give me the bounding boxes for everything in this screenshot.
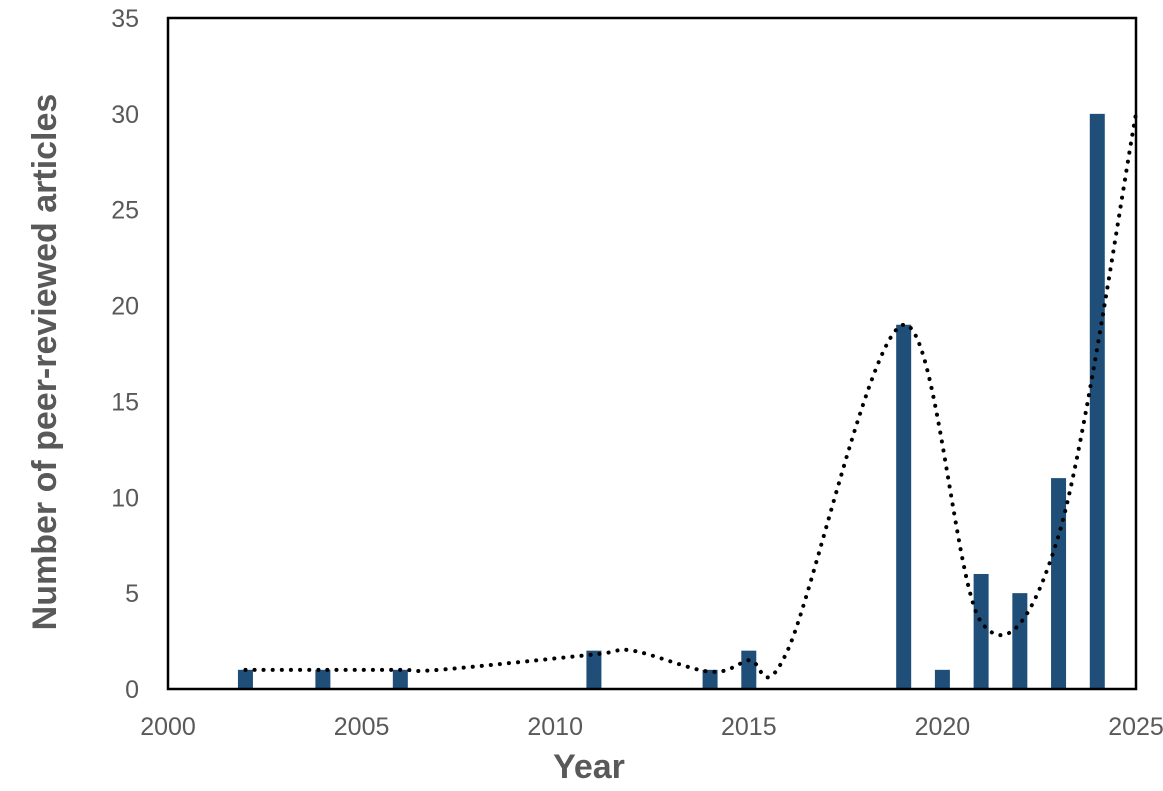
trendline-path <box>243 111 1138 680</box>
x-tick-label: 2010 <box>527 713 583 741</box>
bar-2020 <box>934 669 950 689</box>
x-tick-label: 2005 <box>334 713 390 741</box>
bar-2015 <box>741 650 757 689</box>
x-tick-label: 2020 <box>915 713 971 741</box>
y-axis-tick-labels: 0 5 10 15 20 25 30 35 <box>111 5 139 704</box>
bar-2011 <box>586 650 602 689</box>
y-tick-label: 35 <box>111 5 139 33</box>
trendline <box>243 111 1138 680</box>
y-tick-label: 0 <box>125 676 139 704</box>
x-axis-title: Year <box>553 748 625 786</box>
bar-2004 <box>315 669 331 689</box>
x-tick-label: 2025 <box>1108 713 1163 741</box>
bar-2019 <box>896 324 912 689</box>
y-tick-label: 10 <box>111 484 139 512</box>
y-tick-label: 25 <box>111 197 139 225</box>
bar-series <box>237 113 1105 690</box>
x-tick-label: 2015 <box>721 713 777 741</box>
x-tick-label: 2000 <box>140 713 196 741</box>
bar-2022 <box>1012 593 1028 689</box>
bar-2014 <box>702 669 718 689</box>
plot-area-frame <box>166 16 1138 691</box>
y-axis-title: Number of peer-reviewed articles <box>26 94 64 631</box>
y-tick-label: 30 <box>111 101 139 129</box>
y-tick-label: 20 <box>111 293 139 321</box>
y-tick-label: 15 <box>111 388 139 416</box>
bar-2006 <box>392 669 408 689</box>
y-tick-label: 5 <box>125 580 139 608</box>
x-axis-tick-labels: 2000 2005 2010 2015 2020 2025 <box>140 713 1163 741</box>
bar-2002 <box>237 669 253 689</box>
bar-2021 <box>973 573 989 689</box>
bar-2023 <box>1051 478 1067 689</box>
bar-2024 <box>1089 113 1105 690</box>
